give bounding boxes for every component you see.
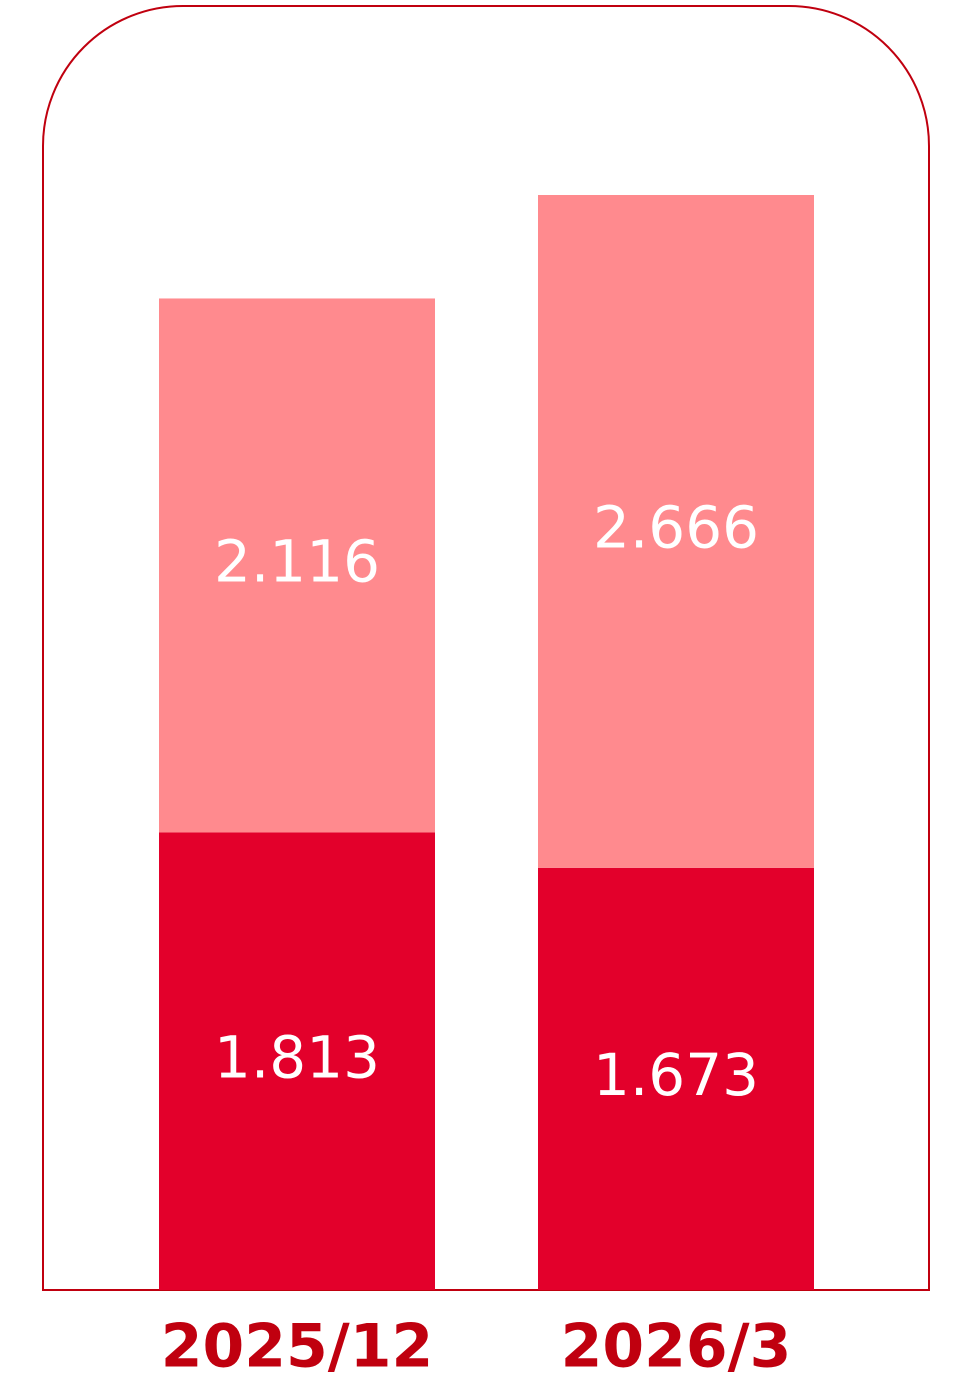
- bar-segment: [159, 832, 435, 1290]
- value-label: 2.666: [593, 494, 759, 562]
- value-label: 1.673: [593, 1041, 759, 1109]
- bar-segment: [159, 298, 435, 833]
- x-tick-label: 2026/3: [561, 1312, 792, 1382]
- bar-segment: [538, 867, 814, 1290]
- bar-segment: [538, 195, 814, 868]
- x-tick-label: 2025/12: [161, 1312, 433, 1382]
- frame: [42, 5, 930, 1291]
- value-label: 1.813: [214, 1023, 380, 1091]
- value-label: 2.116: [214, 528, 380, 596]
